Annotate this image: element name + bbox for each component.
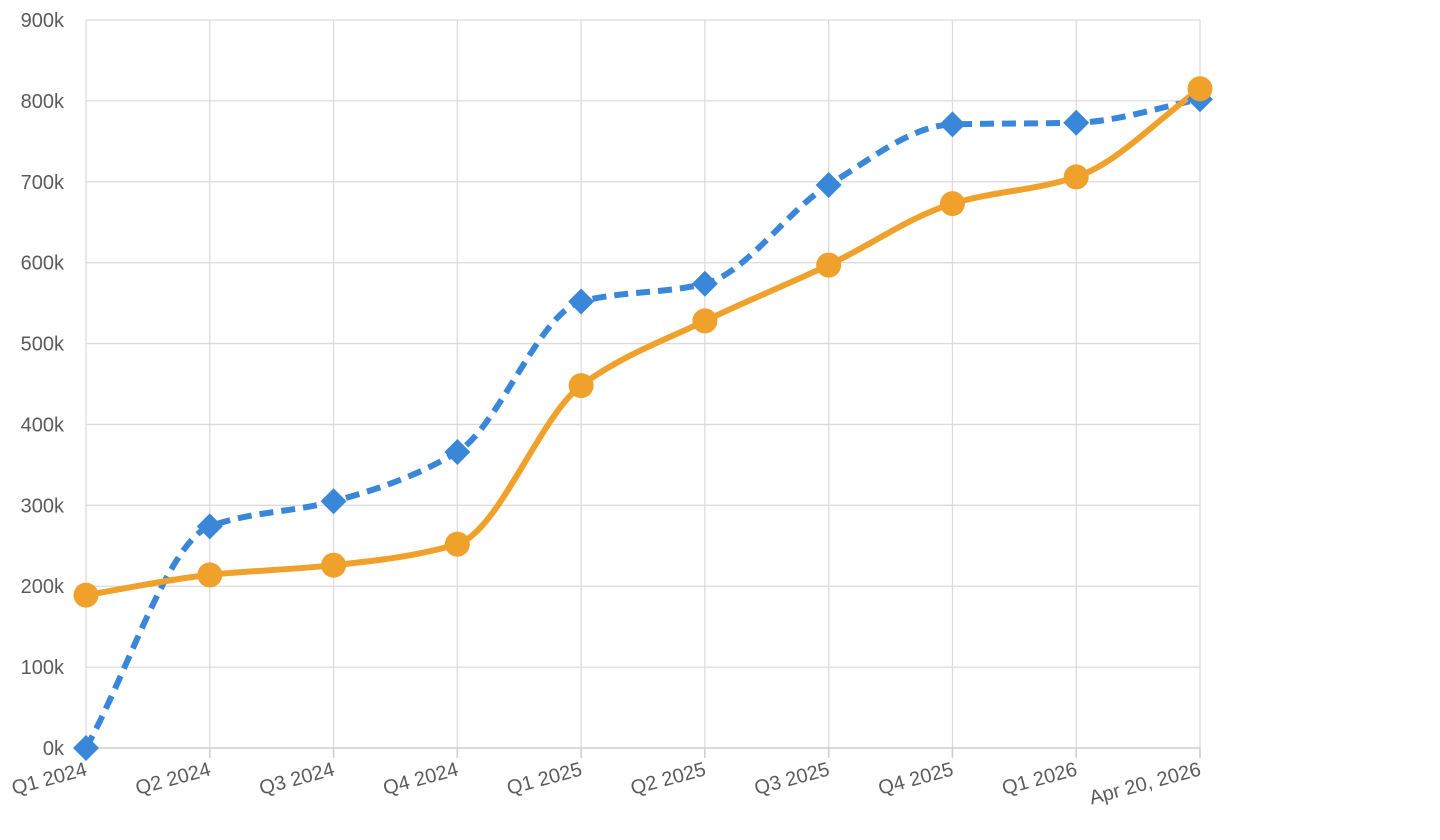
series-2-point[interactable]	[1063, 164, 1089, 190]
y-tick-label: 600k	[21, 253, 65, 275]
series-1-point[interactable]	[815, 172, 842, 199]
series-2-point[interactable]	[568, 373, 594, 399]
x-tick-label: Q4 2025	[876, 759, 956, 800]
x-tick-label: Q3 2024	[257, 759, 337, 800]
grid-lines	[85, 19, 1201, 748]
series-markers	[73, 76, 1213, 761]
series-2-line	[83, 85, 1203, 599]
series-2-point[interactable]	[321, 552, 347, 578]
y-tick-label: 100k	[21, 657, 65, 679]
y-tick-label: 800k	[21, 91, 65, 113]
series-2-point[interactable]	[816, 252, 842, 278]
y-tick-label: 700k	[21, 172, 65, 194]
series-1-point[interactable]	[568, 288, 595, 315]
y-tick-label: 400k	[21, 414, 65, 436]
series-1-point[interactable]	[691, 270, 718, 297]
series-1-point[interactable]	[444, 438, 471, 465]
x-tick-label: Apr 20, 2026	[1087, 759, 1203, 810]
y-tick-label: 0k	[43, 738, 65, 760]
series-1-point[interactable]	[73, 735, 99, 761]
series-1-point[interactable]	[320, 488, 347, 515]
y-tick-label: 200k	[21, 576, 65, 598]
series-1-line	[83, 96, 1201, 750]
x-tick-label: Q1 2024	[9, 759, 89, 800]
tick-labels: 0k 100k 200k 300k 400k 500k 600k 700k 800k 900k Q1…	[9, 10, 1203, 809]
x-tick-label: Q1 2025	[505, 759, 585, 800]
x-tick-label: Q2 2025	[628, 759, 708, 800]
y-tick-label: 900k	[21, 10, 65, 32]
x-tick-label: Q4 2024	[381, 759, 461, 800]
x-tick-label: Q1 2026	[1000, 759, 1080, 800]
y-tick-label: 300k	[21, 495, 65, 517]
y-tick-label: 500k	[21, 334, 65, 356]
x-tick-label: Q3 2025	[752, 759, 832, 800]
x-tick-label: Q2 2024	[133, 759, 213, 800]
series-2-point[interactable]	[1187, 76, 1213, 102]
series-1-point[interactable]	[1063, 109, 1090, 136]
series-2-point[interactable]	[73, 582, 99, 608]
axes	[85, 747, 1201, 758]
series-2-point[interactable]	[197, 562, 223, 588]
series-lines	[83, 85, 1203, 750]
series-2-point[interactable]	[939, 191, 965, 217]
series-1-point[interactable]	[939, 111, 966, 138]
series-2-point[interactable]	[692, 308, 718, 334]
series-2-point[interactable]	[444, 531, 470, 557]
series-1-point[interactable]	[196, 513, 223, 540]
